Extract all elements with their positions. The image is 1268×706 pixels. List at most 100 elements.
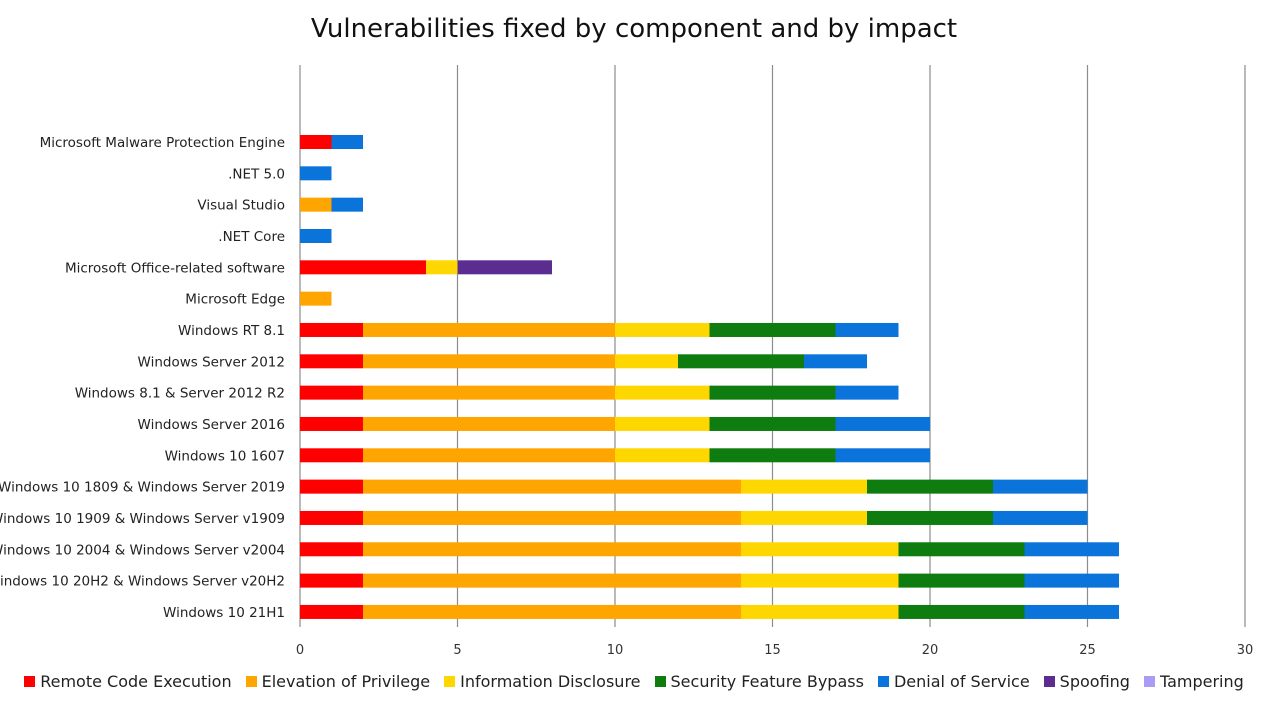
- y-category-label: Windows 10 21H1: [163, 605, 285, 621]
- y-category-label: Windows 10 1607: [165, 448, 285, 464]
- bar-segment-security-feature-bypass: [709, 416, 836, 431]
- y-category-label: Windows Server 2012: [138, 354, 285, 370]
- bar-segment-information-disclosure: [426, 260, 458, 275]
- bar-segment-elevation-of-privilege: [363, 354, 615, 369]
- legend-item: Information Disclosure: [444, 672, 641, 691]
- bar-segment-information-disclosure: [615, 385, 710, 400]
- legend-item: Spoofing: [1043, 672, 1130, 691]
- y-category-label: Microsoft Edge: [185, 292, 285, 308]
- legend-swatch: [245, 676, 257, 687]
- bar-segment-elevation-of-privilege: [300, 197, 332, 212]
- legend-swatch: [444, 676, 456, 687]
- y-category-label: Windows 10 1909 & Windows Server v1909: [0, 511, 285, 527]
- legend-swatch: [1043, 676, 1055, 687]
- bar-segment-denial-of-service: [331, 135, 363, 149]
- bar-segment-remote-code-execution: [300, 542, 363, 557]
- bar-segment-elevation-of-privilege: [300, 291, 332, 306]
- bar-segment-elevation-of-privilege: [363, 448, 615, 463]
- y-category-label: Windows 8.1 & Server 2012 R2: [75, 386, 285, 402]
- bar-segment-denial-of-service: [300, 228, 332, 243]
- bar-segment-security-feature-bypass: [709, 448, 836, 463]
- bar-segment-elevation-of-privilege: [363, 385, 615, 400]
- x-tick-label: 30: [1237, 643, 1254, 658]
- legend-label: Spoofing: [1059, 672, 1130, 691]
- legend-label: Remote Code Execution: [40, 672, 232, 691]
- legend-item: Elevation of Privilege: [245, 672, 431, 691]
- legend-label: Security Feature Bypass: [670, 672, 864, 691]
- bar-segment-security-feature-bypass: [898, 573, 1025, 588]
- bar-segment-security-feature-bypass: [867, 479, 993, 494]
- y-category-label: .NET 5.0: [228, 166, 285, 182]
- bar-segment-remote-code-execution: [300, 354, 363, 369]
- y-category-label: Visual Studio: [197, 198, 285, 214]
- bar-segment-elevation-of-privilege: [363, 416, 615, 431]
- x-tick-label: 0: [296, 643, 304, 658]
- bar-segment-security-feature-bypass: [867, 510, 993, 525]
- bar-segment-remote-code-execution: [300, 510, 363, 525]
- bar-segment-denial-of-service: [300, 166, 332, 181]
- bar-segment-denial-of-service: [1024, 542, 1119, 557]
- y-category-label: Microsoft Malware Protection Engine: [40, 135, 285, 151]
- bar-segment-security-feature-bypass: [898, 542, 1025, 557]
- y-category-label: Windows 10 1809 & Windows Server 2019: [0, 480, 285, 496]
- legend-swatch: [24, 676, 36, 687]
- bar-segment-denial-of-service: [835, 448, 930, 463]
- bar-segment-remote-code-execution: [300, 479, 363, 494]
- chart-title: Vulnerabilities fixed by component and b…: [310, 14, 958, 44]
- legend: Remote Code Execution Elevation of Privil…: [0, 672, 1268, 691]
- bar-segment-denial-of-service: [993, 510, 1088, 525]
- bar-segment-information-disclosure: [741, 510, 867, 525]
- bar-segment-information-disclosure: [615, 322, 710, 337]
- x-tick-label: 25: [1079, 643, 1096, 658]
- bar-segment-remote-code-execution: [300, 448, 363, 463]
- x-tick-label: 10: [607, 643, 624, 658]
- bar-segment-spoofing: [457, 260, 552, 275]
- bar-segment-elevation-of-privilege: [363, 510, 741, 525]
- bar-segment-denial-of-service: [331, 197, 363, 212]
- bar-segment-remote-code-execution: [300, 573, 363, 588]
- bar-segment-information-disclosure: [615, 354, 678, 369]
- y-category-label: Windows RT 8.1: [178, 323, 285, 339]
- bar-segment-elevation-of-privilege: [363, 479, 741, 494]
- y-category-label: Microsoft Office-related software: [65, 260, 285, 276]
- bar-segment-security-feature-bypass: [709, 385, 836, 400]
- y-category-label: .NET Core: [218, 229, 285, 245]
- legend-item: Tampering: [1143, 672, 1244, 691]
- bar-segment-elevation-of-privilege: [363, 322, 615, 337]
- bar-segment-security-feature-bypass: [709, 322, 836, 337]
- legend-item: Remote Code Execution: [24, 672, 232, 691]
- legend-swatch: [1143, 676, 1155, 687]
- y-category-label: Windows 10 2004 & Windows Server v2004: [0, 542, 285, 558]
- bar-segment-remote-code-execution: [300, 260, 426, 275]
- bar-segment-denial-of-service: [835, 322, 899, 337]
- x-tick-label: 20: [922, 643, 939, 658]
- bar-segment-remote-code-execution: [300, 135, 332, 149]
- bar-segment-remote-code-execution: [300, 385, 363, 400]
- bar-segment-information-disclosure: [741, 542, 899, 557]
- bar-segment-information-disclosure: [741, 479, 867, 494]
- bar-segment-information-disclosure: [741, 573, 899, 588]
- bar-segment-elevation-of-privilege: [363, 542, 741, 557]
- bar-segment-denial-of-service: [804, 354, 867, 369]
- bar-segment-remote-code-execution: [300, 322, 363, 337]
- bar-segment-security-feature-bypass: [678, 354, 804, 369]
- bar-segment-security-feature-bypass: [898, 604, 1025, 619]
- bar-segment-denial-of-service: [1024, 604, 1119, 619]
- legend-label: Denial of Service: [893, 672, 1030, 691]
- legend-swatch: [877, 676, 889, 687]
- y-category-label: Windows Server 2016: [138, 417, 285, 433]
- legend-label: Elevation of Privilege: [261, 672, 431, 691]
- legend-label: Tampering: [1159, 672, 1244, 691]
- bar-segment-information-disclosure: [615, 448, 710, 463]
- bar-segment-denial-of-service: [993, 479, 1088, 494]
- legend-item: Denial of Service: [877, 672, 1030, 691]
- bar-segment-information-disclosure: [741, 604, 899, 619]
- bar-segment-denial-of-service: [835, 416, 930, 431]
- bar-segment-information-disclosure: [615, 416, 710, 431]
- legend-item: Security Feature Bypass: [654, 672, 864, 691]
- legend-label: Information Disclosure: [460, 672, 641, 691]
- bar-segment-elevation-of-privilege: [363, 604, 741, 619]
- x-tick-label: 5: [453, 643, 461, 658]
- x-tick-label: 15: [764, 643, 781, 658]
